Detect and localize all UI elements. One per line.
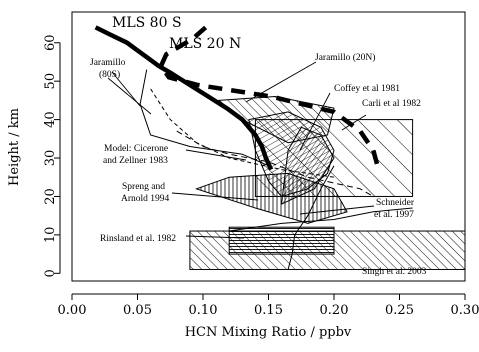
leader-lines [107, 61, 375, 239]
profile-jaramillo-80s [139, 69, 269, 167]
x-tick-label: 0.25 [385, 303, 414, 318]
x-tick-label: 0.00 [58, 303, 87, 318]
label-schneider-2: et al. 1997 [374, 210, 414, 220]
literature-profiles [139, 69, 413, 270]
label-spreng-2: Arnold 1994 [121, 194, 170, 204]
y-tick-label: 60 [43, 34, 58, 51]
y-tick-label: 40 [43, 111, 58, 128]
plot-frame [71, 11, 466, 282]
x-tick-label: 0.30 [451, 303, 479, 318]
x-tick-label: 0.05 [123, 303, 152, 318]
label-mls80s: MLS 80 S [112, 15, 182, 31]
y-tick-label: 50 [43, 73, 58, 90]
y-axis-title: Height / km [7, 108, 22, 186]
y-axis: 0 10 20 30 40 50 60 [43, 34, 61, 277]
profile-schneider [229, 207, 413, 232]
region-jaramillo-20n [217, 95, 335, 144]
profile-cicerone [176, 130, 374, 197]
y-tick-label: 0 [43, 269, 58, 277]
label-jaramillo-80s-1: Jaramillo [90, 58, 126, 68]
label-spreng-1: Spreng and [122, 182, 165, 192]
label-rinsland: Rinsland et al. 1982 [100, 234, 176, 244]
label-coffey: Coffey et al 1981 [334, 83, 400, 94]
series-mls-20n-line [158, 25, 381, 171]
x-tick-label: 0.15 [254, 303, 283, 318]
label-jaramillo-20n: Jaramillo (20N) [315, 52, 375, 63]
x-axis: 0.00 0.05 0.10 0.15 0.20 0.25 0.30 [58, 293, 479, 318]
x-axis-title: HCN Mixing Ratio / ppbv [185, 325, 352, 340]
x-tick-label: 0.20 [320, 303, 349, 318]
label-carli: Carli et al 1982 [362, 99, 421, 109]
label-mls20n: MLS 20 N [169, 36, 241, 52]
label-jaramillo-80s-2: (80S) [99, 69, 120, 80]
region-singh [189, 230, 466, 270]
y-tick-label: 10 [43, 227, 58, 244]
label-schneider-1: Schneider [376, 198, 415, 208]
profile-singh-spine [287, 165, 335, 270]
regions-layer [189, 95, 466, 270]
region-spreng [194, 172, 348, 224]
y-tick-label: 30 [43, 150, 58, 167]
y-tick-label: 20 [43, 188, 58, 205]
label-cicerone-2: and Zellner 1983 [103, 156, 168, 166]
x-tick-label: 0.10 [189, 303, 218, 318]
series-layer [94, 25, 381, 171]
label-singh: Singh et al. 2003 [362, 267, 427, 277]
label-cicerone-1: Model: Cicerone [104, 144, 168, 154]
